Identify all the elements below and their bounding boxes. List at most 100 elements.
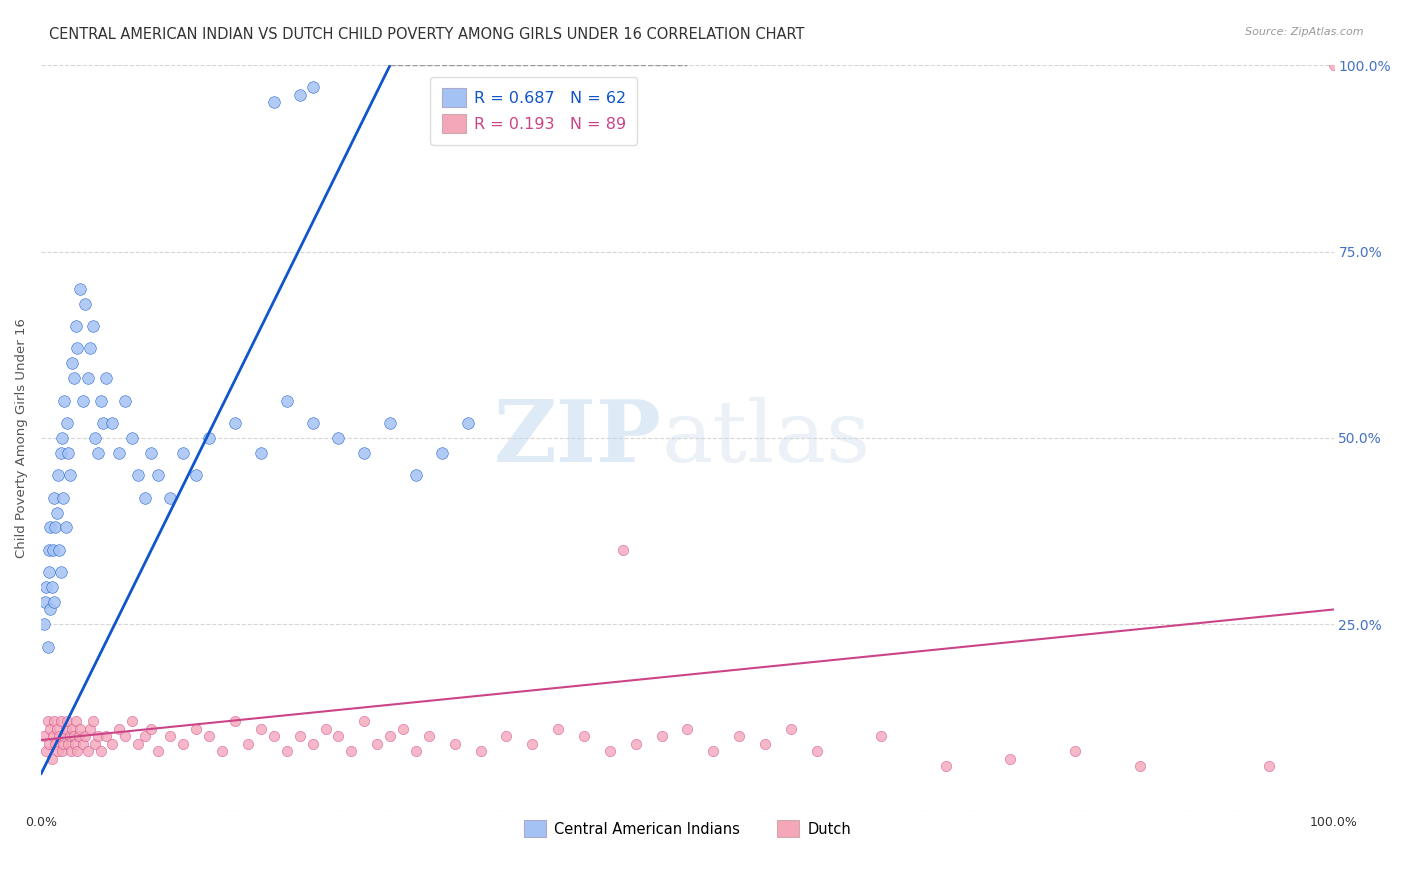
Point — [62, 729, 84, 743]
Point — [46, 744, 69, 758]
Point — [263, 95, 285, 110]
Point — [522, 737, 544, 751]
Point — [45, 722, 67, 736]
Point — [39, 602, 62, 616]
Point — [250, 446, 273, 460]
Point — [87, 446, 110, 460]
Point — [457, 416, 479, 430]
Point — [49, 446, 72, 460]
Point — [430, 446, 453, 460]
Point — [79, 722, 101, 736]
Point — [35, 580, 58, 594]
Point — [366, 737, 388, 751]
Point — [378, 416, 401, 430]
Point — [547, 722, 569, 736]
Point — [53, 393, 76, 408]
Point — [41, 751, 63, 765]
Point — [378, 729, 401, 743]
Point — [58, 737, 80, 751]
Point — [139, 446, 162, 460]
Point — [32, 617, 55, 632]
Point — [60, 356, 83, 370]
Point — [114, 729, 136, 743]
Point — [67, 729, 90, 743]
Point — [134, 491, 156, 505]
Point — [46, 468, 69, 483]
Point — [107, 722, 129, 736]
Point — [418, 729, 440, 743]
Point — [1257, 759, 1279, 773]
Point — [211, 744, 233, 758]
Y-axis label: Child Poverty Among Girls Under 16: Child Poverty Among Girls Under 16 — [15, 318, 28, 558]
Point — [62, 371, 84, 385]
Point — [1000, 751, 1022, 765]
Point — [38, 565, 60, 579]
Point — [76, 744, 98, 758]
Point — [353, 714, 375, 729]
Point — [82, 319, 104, 334]
Point — [39, 722, 62, 736]
Point — [58, 446, 80, 460]
Point — [59, 468, 82, 483]
Point — [66, 342, 89, 356]
Point — [114, 393, 136, 408]
Point — [172, 446, 194, 460]
Point — [159, 491, 181, 505]
Point — [42, 542, 65, 557]
Point — [52, 737, 75, 751]
Text: CENTRAL AMERICAN INDIAN VS DUTCH CHILD POVERTY AMONG GIRLS UNDER 16 CORRELATION : CENTRAL AMERICAN INDIAN VS DUTCH CHILD P… — [49, 27, 804, 42]
Point — [443, 737, 465, 751]
Point — [224, 416, 246, 430]
Point — [198, 431, 221, 445]
Point — [870, 729, 893, 743]
Point — [42, 714, 65, 729]
Point — [48, 729, 70, 743]
Point — [276, 744, 298, 758]
Point — [91, 416, 114, 430]
Point — [676, 722, 699, 736]
Point — [121, 431, 143, 445]
Point — [56, 416, 79, 430]
Point — [34, 595, 56, 609]
Point — [37, 640, 59, 654]
Point — [224, 714, 246, 729]
Point — [42, 595, 65, 609]
Point — [599, 744, 621, 758]
Point — [82, 714, 104, 729]
Point — [75, 729, 97, 743]
Point — [76, 371, 98, 385]
Point — [55, 520, 77, 534]
Point — [65, 319, 87, 334]
Point — [53, 729, 76, 743]
Point — [127, 737, 149, 751]
Point — [236, 737, 259, 751]
Point — [44, 520, 66, 534]
Point — [107, 446, 129, 460]
Point — [59, 744, 82, 758]
Point — [90, 393, 112, 408]
Point — [37, 714, 59, 729]
Point — [779, 722, 801, 736]
Point — [146, 468, 169, 483]
Point — [94, 371, 117, 385]
Point — [288, 87, 311, 102]
Point — [49, 565, 72, 579]
Point — [328, 729, 350, 743]
Point — [42, 729, 65, 743]
Point — [41, 580, 63, 594]
Point — [702, 744, 724, 758]
Point — [328, 431, 350, 445]
Point — [60, 722, 83, 736]
Point — [754, 737, 776, 751]
Point — [612, 542, 634, 557]
Point — [806, 744, 828, 758]
Point — [121, 714, 143, 729]
Point — [65, 714, 87, 729]
Point — [42, 491, 65, 505]
Point — [470, 744, 492, 758]
Point — [392, 722, 415, 736]
Point — [49, 714, 72, 729]
Point — [51, 744, 73, 758]
Legend: Central American Indians, Dutch: Central American Indians, Dutch — [516, 814, 858, 845]
Point — [72, 393, 94, 408]
